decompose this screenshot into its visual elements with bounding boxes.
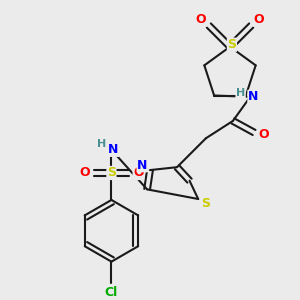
Text: O: O	[258, 128, 269, 141]
Text: S: S	[227, 38, 236, 51]
Text: S: S	[201, 197, 210, 210]
Text: O: O	[254, 13, 264, 26]
Text: O: O	[133, 167, 144, 179]
Text: Cl: Cl	[105, 286, 118, 299]
Text: H: H	[97, 139, 106, 149]
Text: N: N	[108, 143, 118, 156]
Text: N: N	[137, 159, 148, 172]
Text: O: O	[79, 167, 90, 179]
Text: H: H	[236, 88, 245, 98]
Text: O: O	[196, 13, 206, 26]
Text: N: N	[248, 90, 258, 103]
Text: S: S	[107, 167, 116, 179]
